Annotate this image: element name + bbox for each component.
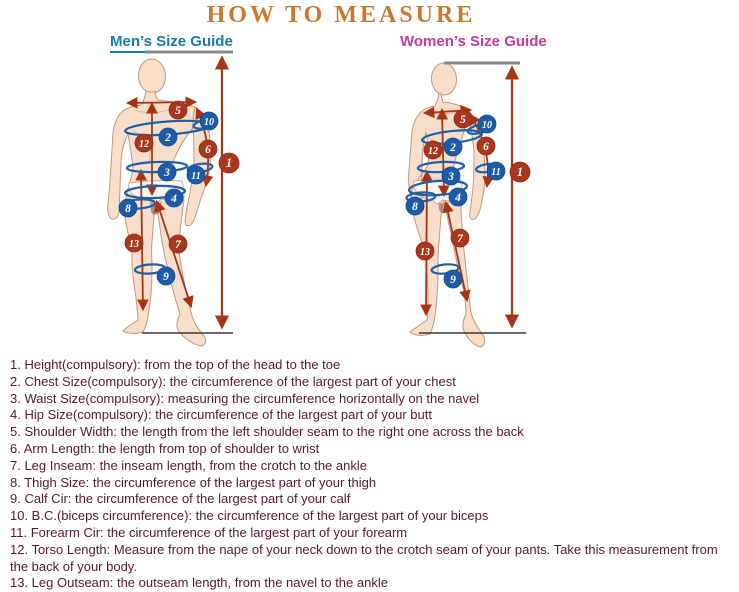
measurement-instructions: 1. Height(compulsory): from the top of t… xyxy=(10,357,735,592)
measure-badge-circle-7 xyxy=(450,228,470,248)
men-hip-loop xyxy=(123,184,187,200)
measure-item-1: 1. Height(compulsory): from the top of t… xyxy=(10,357,341,372)
measure-item-4: 4. Hip Size(compulsory): the circumferen… xyxy=(10,407,432,423)
measure-badge-circle-7 xyxy=(168,234,188,254)
measure-badge-number-5: 5 xyxy=(175,105,181,117)
measure-badge-circle-9 xyxy=(443,269,463,289)
measure-item-2: 2. Chest Size(compulsory): the circumfer… xyxy=(10,373,456,389)
measure-badge-number-13: 13 xyxy=(129,239,139,250)
measure-badge-number-8: 8 xyxy=(125,203,131,215)
women-inseam-line xyxy=(442,200,471,303)
measure-item-13: 13. Leg Outseam: the outseam length, fro… xyxy=(10,575,388,591)
measure-badge-circle-2 xyxy=(158,127,178,147)
measure-badge-number-12: 12 xyxy=(428,146,438,157)
measure-item-11: 11. Forearm Cir: the circumference of th… xyxy=(10,524,408,540)
measure-badge-number-4: 4 xyxy=(170,193,177,205)
measure-badge-circle-3 xyxy=(157,162,177,182)
measure-badge-number-9: 9 xyxy=(450,274,456,286)
measure-badge-circle-13 xyxy=(124,233,144,253)
measure-badge-number-7: 7 xyxy=(457,233,464,245)
measure-badge-number-5: 5 xyxy=(460,114,466,126)
measure-badge-number-1: 1 xyxy=(517,165,523,179)
measure-item-3: 3. Waist Size(compulsory): measuring the… xyxy=(10,390,480,406)
measure-item-6: 6. Arm Length: the length from top of sh… xyxy=(10,440,320,456)
page-title: HOW TO MEASURE xyxy=(206,2,476,28)
measure-badge-circle-10 xyxy=(199,111,219,131)
measure-badge-number-4: 4 xyxy=(454,192,461,204)
measure-badge-circle-2 xyxy=(443,137,463,157)
measure-badge-number-7: 7 xyxy=(175,239,182,251)
measure-badge-circle-12 xyxy=(134,133,154,153)
men-waist-loop xyxy=(125,160,189,174)
measure-badge-circle-4 xyxy=(448,187,468,207)
measure-badge-number-11: 11 xyxy=(191,171,200,182)
women-hip-loop xyxy=(407,179,469,197)
measure-badge-circle-11 xyxy=(186,165,206,185)
measure-badge-circle-5 xyxy=(168,100,188,120)
measure-badge-number-13: 13 xyxy=(420,247,430,258)
measure-badge-circle-5 xyxy=(453,109,473,129)
measure-badge-number-1: 1 xyxy=(226,156,232,170)
measure-badge-circle-1 xyxy=(218,152,240,174)
measure-badge-number-2: 2 xyxy=(164,132,171,144)
measure-badge-circle-8 xyxy=(118,198,138,218)
measure-item-10: 10. B.C.(biceps circumference): the circ… xyxy=(10,508,489,524)
measure-badge-circle-9 xyxy=(156,266,176,286)
measure-badge-number-8: 8 xyxy=(412,201,418,213)
measure-badge-circle-10 xyxy=(477,114,497,134)
measure-badge-circle-12 xyxy=(423,140,443,160)
measure-item-5: 5. Shoulder Width: the length from the l… xyxy=(10,424,524,440)
measure-badge-number-3: 3 xyxy=(163,167,170,179)
measure-badge-circle-11 xyxy=(486,161,506,181)
measure-badge-number-2: 2 xyxy=(449,142,456,154)
measure-item-8: 8. Thigh Size: the circumference of the … xyxy=(10,474,377,490)
measure-badge-number-3: 3 xyxy=(447,171,454,183)
measure-badge-circle-6 xyxy=(198,139,218,159)
measure-badge-circle-6 xyxy=(476,136,496,156)
men-shoulder-line xyxy=(125,96,198,109)
measure-item-9: 9. Calf Cir: the circumference of the la… xyxy=(10,491,351,507)
measure-badge-circle-4 xyxy=(164,188,184,208)
measure-badge-circle-1 xyxy=(509,161,531,183)
women-waist-loop xyxy=(416,160,466,174)
measure-badge-number-10: 10 xyxy=(204,117,214,128)
measure-badge-number-10: 10 xyxy=(482,120,492,131)
women-size-guide-heading: Women’s Size Guide xyxy=(400,33,547,50)
measure-badge-number-12: 12 xyxy=(139,139,149,150)
measure-badge-circle-3 xyxy=(441,166,461,186)
measure-badge-number-6: 6 xyxy=(483,141,489,153)
measure-badge-circle-13 xyxy=(415,241,435,261)
measure-badge-number-9: 9 xyxy=(163,271,169,283)
measure-item-12: 12. Torso Length: Measure from the nape … xyxy=(10,541,718,574)
measure-badge-circle-8 xyxy=(405,196,425,216)
measure-badge-number-6: 6 xyxy=(205,144,211,156)
men-inseam-line xyxy=(154,199,194,309)
measure-item-7: 7. Leg Inseam: the inseam length, from t… xyxy=(10,457,367,473)
measure-badge-number-11: 11 xyxy=(491,167,500,178)
